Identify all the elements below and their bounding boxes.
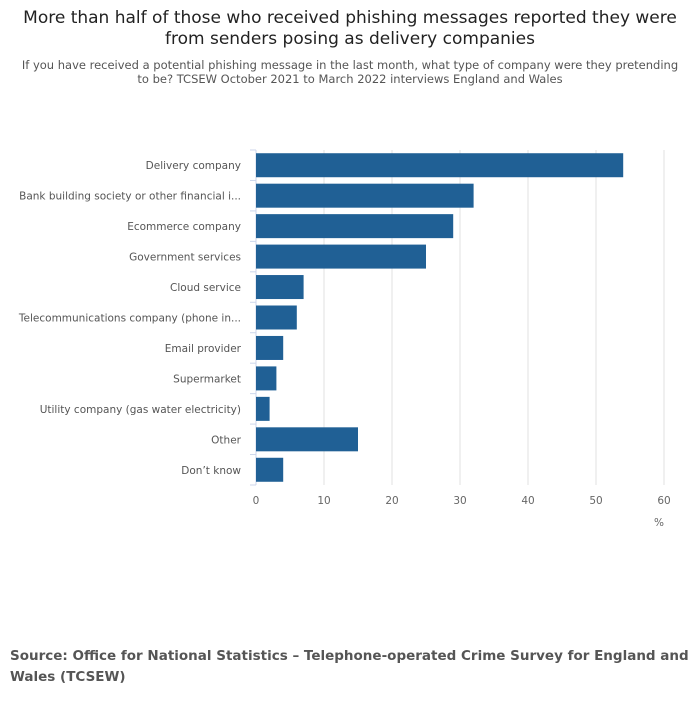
x-tick-label: 60 xyxy=(657,495,670,507)
chart-title: More than half of those who received phi… xyxy=(23,8,677,49)
bar xyxy=(256,335,284,360)
category-label: Ecommerce company xyxy=(127,221,241,233)
x-tick-label: 40 xyxy=(521,495,534,507)
category-label: Supermarket xyxy=(173,373,241,385)
bar xyxy=(256,275,304,300)
category-label: Email provider xyxy=(165,343,242,355)
bar xyxy=(256,366,277,391)
category-label: Don’t know xyxy=(181,465,241,477)
category-label: Other xyxy=(211,434,241,446)
x-tick-label: 20 xyxy=(385,495,398,507)
bar xyxy=(256,183,474,208)
source-note: Source: Office for National Statistics –… xyxy=(10,648,689,685)
bar-chart: 0 10 20 30 40 50 60 Delivery company Bank buildi… xyxy=(18,149,671,529)
x-tick-label: 50 xyxy=(589,495,602,507)
category-label: Delivery company xyxy=(146,160,241,172)
x-tick-label: 0 xyxy=(253,495,260,507)
x-axis-label: % xyxy=(654,517,664,529)
category-label: Government services xyxy=(129,252,241,264)
category-label: Bank building society or other financial… xyxy=(19,191,241,203)
bar xyxy=(256,153,624,178)
bar xyxy=(256,305,297,330)
x-tick-label: 10 xyxy=(317,495,330,507)
bar xyxy=(256,396,270,421)
bar xyxy=(256,457,284,482)
category-label: Telecommunications company (phone in... xyxy=(18,313,241,325)
x-tick-label: 30 xyxy=(453,495,466,507)
chart-subtitle: If you have received a potential phishin… xyxy=(21,58,679,86)
bar xyxy=(256,214,454,239)
bar xyxy=(256,427,358,452)
category-label: Cloud service xyxy=(170,282,241,294)
bar xyxy=(256,244,426,269)
category-label: Utility company (gas water electricity) xyxy=(40,404,241,416)
